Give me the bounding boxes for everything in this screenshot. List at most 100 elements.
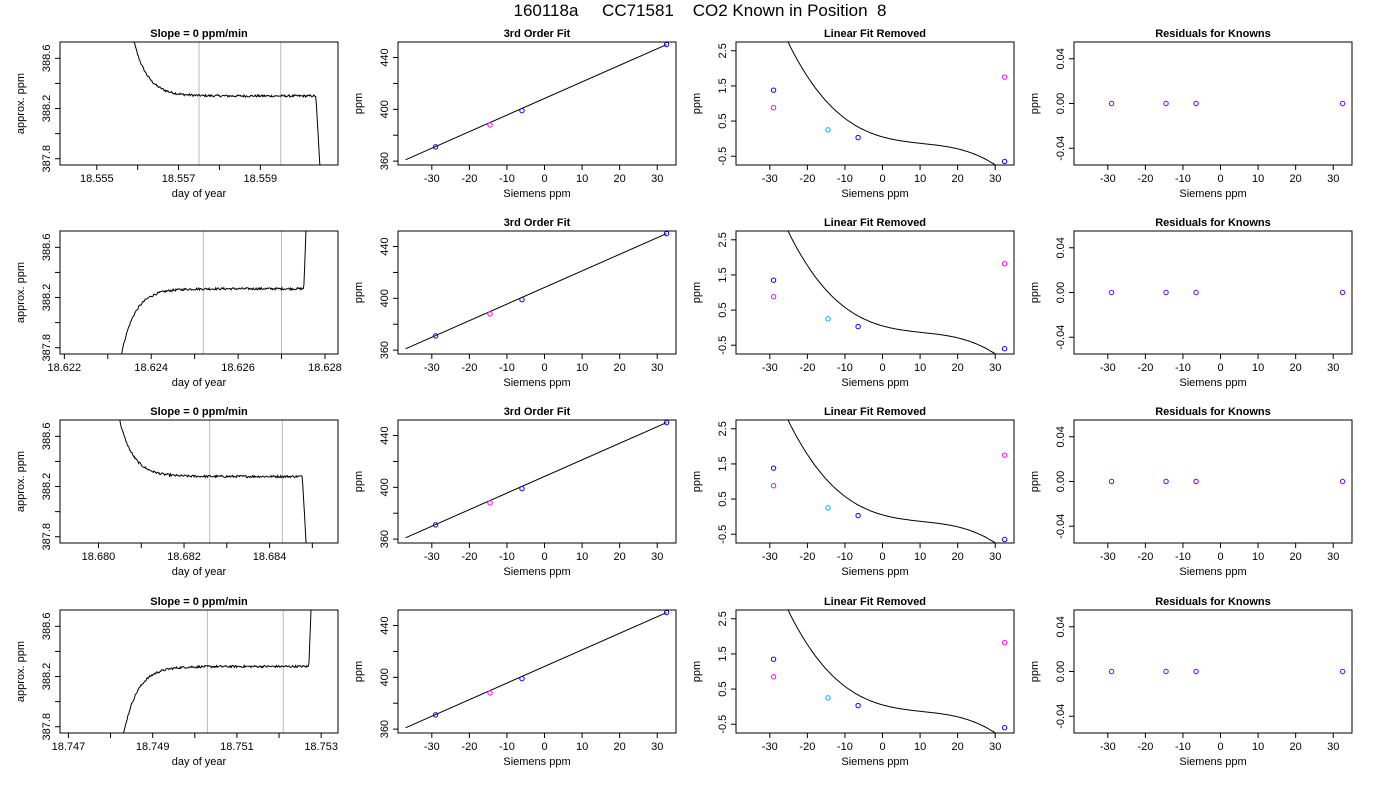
data-point <box>1108 478 1115 485</box>
fit-line <box>405 44 667 161</box>
figure-title: 160118a CC71581 CO2 Known in Position 8 <box>513 1 887 20</box>
y-axis-label: approx. ppm <box>15 641 27 702</box>
y-tick-label: -0.5 <box>717 147 729 166</box>
x-tick-label: -20 <box>1137 741 1153 753</box>
y-axis-label: ppm <box>691 93 703 114</box>
y-tick-label: 387.8 <box>41 334 53 362</box>
x-tick-label: 0 <box>541 173 547 185</box>
x-tick-label: 10 <box>576 173 588 185</box>
x-tick-label: 30 <box>989 362 1001 374</box>
x-tick-label: 18.622 <box>48 362 82 374</box>
cubic-curve <box>787 610 997 733</box>
panel-r3-known: Residuals for Knowns -30 -20 -10 0 10 20 30 -0.0… <box>1029 406 1353 578</box>
data-point <box>1193 289 1199 296</box>
x-tick-label: -10 <box>499 741 515 753</box>
data-point <box>770 294 777 300</box>
x-tick-label: -30 <box>424 551 440 563</box>
panel-r3-trace: Slope = 0 ppm/min 18.680 18.682 18.684 387.8… <box>15 406 339 578</box>
x-tick-label: 0 <box>541 741 547 753</box>
panel-title: Linear Fit Removed <box>824 406 926 418</box>
x-axis-label: day of year <box>172 188 227 200</box>
x-tick-label: -10 <box>837 551 853 563</box>
data-point <box>1193 668 1199 675</box>
x-tick-label: 10 <box>576 362 588 374</box>
y-tick-label: 388.6 <box>41 45 53 73</box>
plot-area <box>1108 289 1346 296</box>
y-tick-label: 2.5 <box>717 421 729 436</box>
data-point <box>855 702 861 709</box>
plot-area <box>123 610 312 733</box>
plot-frame <box>735 609 1015 734</box>
x-tick-label: -30 <box>1100 362 1116 374</box>
plot-frame <box>59 419 339 544</box>
x-tick-label: -30 <box>762 173 778 185</box>
x-tick-label: 0 <box>879 551 885 563</box>
panel-title: 3rd Order Fit <box>504 28 571 40</box>
data-point <box>825 505 831 511</box>
panel-title: Slope = 0 ppm/min <box>150 406 248 418</box>
x-tick-label: -20 <box>461 173 477 185</box>
plot-frame <box>1073 609 1353 734</box>
x-tick-label: -10 <box>1175 741 1191 753</box>
x-tick-label: 0 <box>1217 173 1223 185</box>
fit-line <box>405 233 667 350</box>
y-tick-label: 388.2 <box>41 473 53 501</box>
x-tick-label: 18.747 <box>52 741 86 753</box>
x-tick-label: 18.751 <box>220 741 254 753</box>
x-tick-label: -20 <box>799 362 815 374</box>
x-axis-label: day of year <box>172 756 227 768</box>
data-point <box>432 144 439 150</box>
cubic-curve <box>787 42 997 165</box>
x-axis-label: day of year <box>172 377 227 389</box>
x-tick-label: 0 <box>879 741 885 753</box>
x-tick-label: 18.684 <box>253 551 287 563</box>
y-tick-label: 0.04 <box>1055 616 1067 637</box>
x-tick-label: -20 <box>461 741 477 753</box>
data-point <box>432 522 439 528</box>
y-tick-label: 387.8 <box>41 523 53 551</box>
x-tick-label: -20 <box>1137 173 1153 185</box>
y-axis-label: approx. ppm <box>15 73 27 134</box>
data-point <box>1001 346 1008 352</box>
x-tick-label: 30 <box>1327 173 1339 185</box>
y-tick-label: 2.5 <box>717 43 729 58</box>
y-tick-label: 360 <box>379 720 391 738</box>
x-tick-label: 20 <box>614 551 626 563</box>
data-point <box>487 690 493 696</box>
x-tick-label: 10 <box>914 551 926 563</box>
x-tick-label: 30 <box>1327 551 1339 563</box>
data-point <box>1001 158 1008 165</box>
data-point <box>855 323 861 330</box>
x-tick-label: 18.749 <box>136 741 170 753</box>
x-tick-label: 0 <box>1217 362 1223 374</box>
y-tick-label: 388.2 <box>41 95 53 123</box>
panel-r3-fit: 3rd Order Fit -30 -20 -10 0 10 20 30 360 400 440 Si… <box>353 406 677 578</box>
y-axis-label: ppm <box>1029 471 1041 492</box>
x-tick-label: -10 <box>837 173 853 185</box>
y-tick-label: -0.5 <box>717 715 729 734</box>
plot-area <box>405 420 670 539</box>
x-tick-label: 20 <box>614 741 626 753</box>
x-axis-label: Siemens ppm <box>1179 377 1246 389</box>
x-axis-label: Siemens ppm <box>503 188 570 200</box>
x-tick-label: -10 <box>499 551 515 563</box>
x-tick-label: 20 <box>952 173 964 185</box>
panel-r2-trace: 18.622 18.624 18.626 18.628 387.8 388.2 388.6 d… <box>15 230 342 389</box>
y-axis-label: ppm <box>353 93 365 114</box>
x-tick-label: 30 <box>651 741 663 753</box>
y-tick-label: 360 <box>379 152 391 170</box>
x-tick-label: 20 <box>1290 173 1302 185</box>
panel-r1-fit: 3rd Order Fit -30 -20 -10 0 10 20 30 360 400 440 Si… <box>353 28 677 200</box>
data-point <box>1193 100 1199 107</box>
y-tick-label: 2.5 <box>717 611 729 626</box>
data-point <box>1163 668 1169 675</box>
data-point <box>519 675 525 682</box>
x-tick-label: 30 <box>1327 741 1339 753</box>
plot-frame <box>59 609 339 734</box>
x-tick-label: -30 <box>424 741 440 753</box>
x-tick-label: 10 <box>914 741 926 753</box>
x-tick-label: 18.555 <box>80 173 114 185</box>
panel-r2-known: Residuals for Knowns -30 -20 -10 0 10 20 30 -0.0… <box>1029 217 1353 389</box>
x-tick-label: 20 <box>952 551 964 563</box>
